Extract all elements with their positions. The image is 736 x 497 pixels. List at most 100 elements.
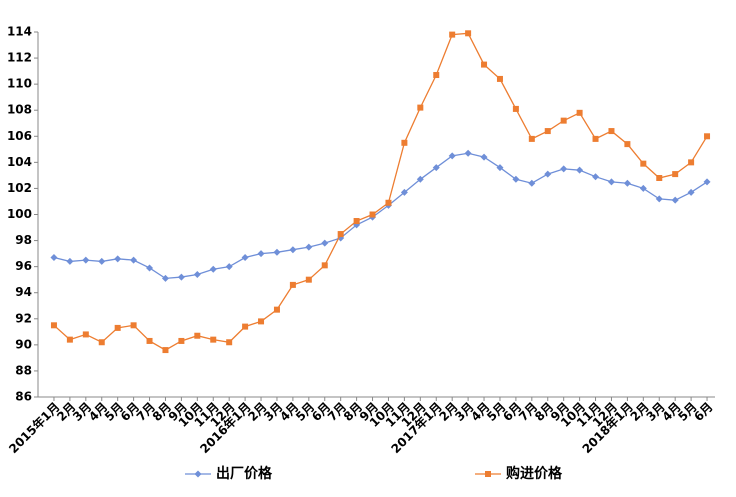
data-point <box>114 324 121 331</box>
data-point <box>66 257 74 265</box>
y-tick-label: 106 <box>7 129 32 143</box>
data-point <box>623 179 631 187</box>
legend-label: 购进价格 <box>506 465 563 482</box>
data-point <box>672 171 679 178</box>
data-point <box>273 306 280 313</box>
data-point <box>209 265 217 273</box>
data-point <box>544 128 551 135</box>
y-tick-label: 100 <box>7 207 32 221</box>
data-point <box>401 139 408 146</box>
data-point <box>241 254 249 262</box>
y-tick-label: 110 <box>7 77 32 91</box>
legend-marker <box>485 471 491 477</box>
data-point <box>512 175 520 183</box>
data-point <box>432 164 440 172</box>
data-point <box>528 135 535 142</box>
data-point <box>226 339 233 346</box>
series-line <box>53 32 708 351</box>
data-point <box>688 159 695 166</box>
data-point <box>114 255 122 263</box>
data-point <box>66 336 73 343</box>
data-point <box>130 256 138 264</box>
data-point <box>257 250 265 258</box>
data-point <box>417 104 424 111</box>
data-point <box>464 149 472 157</box>
y-tick-label: 94 <box>15 285 32 299</box>
data-point <box>640 160 647 167</box>
legend-marker <box>194 470 202 478</box>
data-point <box>161 274 169 282</box>
data-point <box>496 164 504 172</box>
y-tick-label: 92 <box>15 311 32 325</box>
data-point <box>210 336 217 343</box>
data-point <box>465 30 472 37</box>
data-point <box>656 175 663 181</box>
data-point <box>98 257 106 265</box>
y-tick-label: 104 <box>7 155 32 169</box>
data-point <box>369 211 376 218</box>
data-point <box>481 61 488 68</box>
data-point <box>512 105 519 112</box>
data-point <box>193 270 201 278</box>
data-point <box>321 239 329 247</box>
data-point <box>607 178 615 186</box>
legend-label: 出厂价格 <box>216 465 273 482</box>
data-point <box>82 331 89 338</box>
data-point <box>162 347 169 354</box>
data-point <box>50 322 57 329</box>
data-point <box>592 173 600 181</box>
data-point <box>337 231 344 238</box>
data-point <box>592 135 599 142</box>
y-tick-label: 90 <box>15 337 32 351</box>
data-point <box>178 337 185 344</box>
data-point <box>624 141 631 148</box>
data-point <box>146 337 153 344</box>
data-point <box>98 339 105 346</box>
data-point <box>305 276 312 283</box>
data-point <box>385 199 392 206</box>
data-point <box>480 153 488 161</box>
series-line <box>53 152 708 280</box>
data-point <box>528 179 536 187</box>
data-point <box>416 175 424 183</box>
data-point <box>225 263 233 271</box>
x-tick-label: 6月 <box>691 400 715 424</box>
data-point <box>560 117 567 124</box>
data-point <box>146 264 154 272</box>
data-point <box>687 188 695 196</box>
data-point <box>576 166 584 174</box>
data-point <box>130 322 137 329</box>
y-tick-label: 112 <box>7 51 32 65</box>
data-point <box>576 109 583 116</box>
y-tick-label: 86 <box>15 390 32 404</box>
data-point <box>242 323 249 330</box>
y-tick-label: 96 <box>15 259 32 273</box>
data-point <box>353 218 360 225</box>
y-tick-label: 114 <box>7 25 32 39</box>
data-point <box>448 152 456 160</box>
data-point <box>496 75 503 82</box>
data-point <box>608 128 615 135</box>
data-point <box>50 254 58 262</box>
y-tick-label: 88 <box>15 363 32 377</box>
data-point <box>671 196 679 204</box>
y-tick-label: 102 <box>7 181 32 195</box>
data-point <box>194 332 201 339</box>
data-point <box>273 248 281 256</box>
data-point <box>258 318 265 325</box>
data-point <box>655 195 663 203</box>
y-tick-label: 98 <box>15 233 32 247</box>
data-point <box>544 170 552 178</box>
data-point <box>704 133 711 140</box>
data-point <box>289 246 297 254</box>
data-point <box>639 184 647 192</box>
data-point <box>305 243 313 251</box>
data-point <box>289 281 296 288</box>
data-point <box>321 262 328 269</box>
data-point <box>703 178 711 186</box>
data-point <box>177 273 185 281</box>
x-tick-label: 2015年1月 <box>5 399 62 456</box>
data-point <box>400 188 408 196</box>
data-point <box>82 256 90 264</box>
